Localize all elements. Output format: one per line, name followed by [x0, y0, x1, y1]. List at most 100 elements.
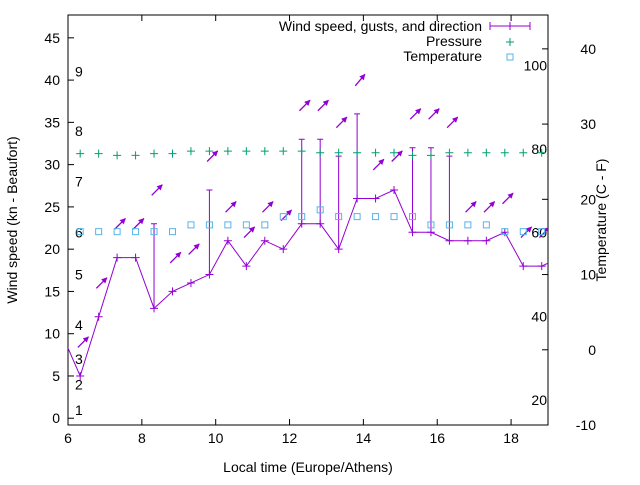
pressure-point — [500, 148, 509, 157]
pressure-point — [205, 147, 214, 156]
wind-direction-arrow — [132, 218, 145, 230]
y-tick-label: 45 — [44, 30, 60, 46]
plot-frame — [67, 14, 549, 426]
gust-errorbar — [151, 223, 158, 309]
pressure-point — [131, 151, 140, 160]
y-tick-label: 25 — [44, 199, 60, 215]
temperature-point — [76, 228, 84, 236]
legend-sample-pressure — [506, 38, 514, 46]
y2-tick-label: 20 — [580, 191, 596, 207]
pressure-point — [408, 151, 417, 160]
beaufort-label: 1 — [75, 402, 83, 418]
y2-axis-label: Temperature (C - F) — [593, 159, 609, 282]
pressure-point — [279, 147, 288, 156]
wind-direction-arrow — [354, 73, 366, 87]
pressure-point — [76, 149, 85, 158]
temperature-point — [482, 221, 490, 229]
temperature-point — [168, 228, 176, 236]
legend-sample-wind — [489, 22, 531, 30]
pressure-point — [463, 148, 472, 157]
wind-speed-point — [94, 312, 103, 321]
wind-direction-arrow — [391, 150, 403, 162]
wind-direction-arrow — [483, 201, 496, 213]
wind-speed-point — [186, 278, 195, 287]
fahrenheit-label: 40 — [531, 308, 547, 324]
wind-direction-arrow — [114, 218, 126, 230]
pressure-point — [242, 147, 251, 156]
legend: Wind speed, gusts, and direction Pressur… — [279, 18, 531, 64]
wind-direction-arrow — [243, 226, 256, 239]
gust-errorbar — [335, 155, 342, 250]
y-tick-label: 20 — [44, 241, 60, 257]
x-tick-label: 18 — [503, 430, 519, 446]
wind-speed-point — [76, 371, 85, 380]
fahrenheit-label: 80 — [531, 141, 547, 157]
pressure-point — [168, 149, 177, 158]
beaufort-label: 4 — [75, 317, 83, 333]
wind-direction-arrow — [151, 184, 163, 196]
temperature-point — [205, 221, 213, 229]
wind-speed-line — [68, 189, 548, 378]
pressure-point — [537, 148, 546, 157]
wind-direction-arrow — [169, 251, 182, 264]
y-tick-label: 10 — [44, 326, 60, 342]
x-tick-label: 6 — [64, 430, 72, 446]
wind-speed-point — [556, 254, 564, 262]
pressure-point — [316, 148, 325, 157]
legend-label-wind: Wind speed, gusts, and direction — [279, 18, 482, 34]
x-tick-label: 16 — [429, 430, 445, 446]
temperature-point — [335, 213, 343, 221]
wind-direction-arrow — [77, 336, 89, 348]
y2-tick-label: 10 — [580, 267, 596, 283]
wind-direction-arrow — [317, 99, 329, 112]
temperature-point — [279, 213, 287, 221]
wind-speed-point — [242, 262, 251, 271]
temperature-point — [464, 221, 472, 229]
wind-direction-arrow — [335, 116, 348, 129]
temperature-point — [187, 221, 195, 229]
wind-speed-point — [463, 236, 472, 245]
pressure-point — [94, 149, 103, 158]
legend-label-pressure: Pressure — [426, 33, 482, 49]
wind-direction-arrow — [262, 201, 274, 213]
y-tick-label: 5 — [52, 368, 60, 384]
temperature-point — [427, 221, 435, 229]
pressure-point — [223, 147, 232, 156]
wind-speed-point — [519, 262, 528, 271]
wind-speed-point — [482, 236, 491, 245]
pressure-point — [445, 148, 454, 157]
temperature-point — [353, 213, 361, 221]
wind-speed-point — [390, 185, 399, 194]
beaufort-label: 3 — [75, 351, 83, 367]
x-tick-label: 14 — [356, 430, 372, 446]
y-axis-label: Wind speed (kn - Beaufort) — [4, 136, 20, 303]
wind-speed-point — [113, 253, 122, 262]
temperature-point — [316, 206, 324, 214]
temperature-point — [519, 228, 527, 236]
y2-tick-label: 0 — [588, 342, 596, 358]
wind-speed-point — [168, 287, 177, 296]
temperature-point — [538, 228, 546, 236]
pressure-point — [371, 148, 380, 157]
temperature-point — [408, 213, 416, 221]
temperature-point — [113, 228, 121, 236]
pressure-point — [426, 151, 435, 160]
gust-errorbar — [427, 147, 434, 233]
temperature-point — [224, 221, 232, 229]
y-tick-label: 35 — [44, 114, 60, 130]
wind-direction-arrow — [502, 192, 514, 205]
fahrenheit-label: 100 — [524, 58, 548, 74]
pressure-point — [390, 148, 399, 157]
pressure-point — [150, 149, 159, 158]
temperature-point — [390, 213, 398, 221]
beaufort-label: 6 — [75, 224, 83, 240]
wind-speed-point — [279, 245, 288, 254]
wind-speed-point — [537, 262, 546, 271]
wind-direction-arrow — [372, 158, 385, 171]
legend-label-temperature: Temperature — [403, 48, 482, 64]
beaufort-label: 7 — [75, 174, 83, 190]
x-axis-label: Local time (Europe/Athens) — [223, 459, 393, 475]
wind-direction-arrow — [188, 243, 200, 255]
pressure-point — [353, 148, 362, 157]
